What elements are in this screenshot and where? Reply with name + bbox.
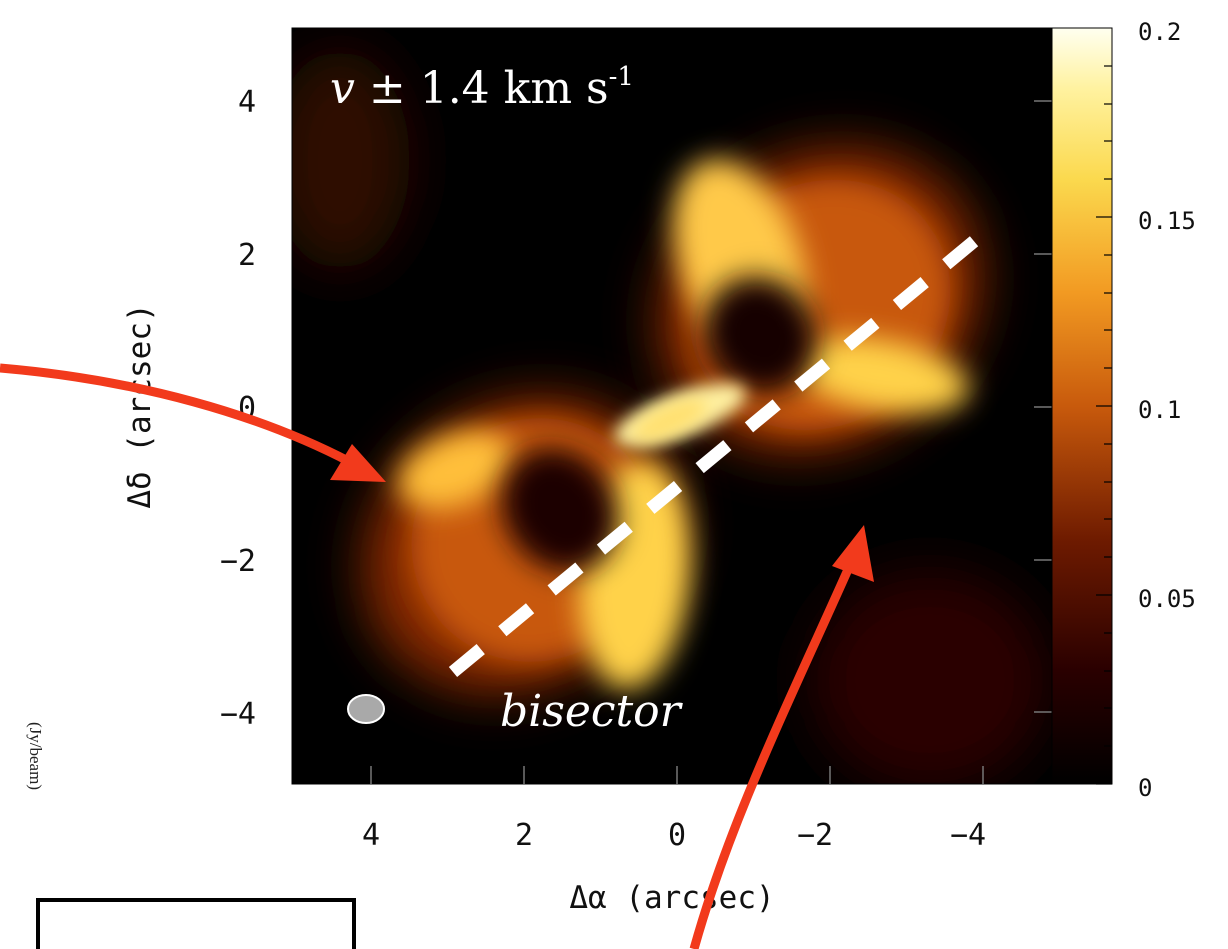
central-waist-inner <box>633 398 707 442</box>
y-tick-label: −4 <box>220 697 256 732</box>
upper-right-lobe <box>657 146 983 454</box>
map-panel: 𝑣 ± 1.4 km s-1 bisector <box>291 27 1053 785</box>
bisector-line <box>448 232 983 678</box>
x-tick-label: 4 <box>362 818 380 853</box>
colorbar-tick-label-3: 0.05 <box>1138 585 1196 613</box>
x-axis-title: Δα (arcsec) <box>569 880 774 916</box>
x-tick-label: −2 <box>797 818 833 853</box>
lower-left-lobe <box>362 396 691 694</box>
x-axis-ticks: 4 2 0 −2 −4 <box>362 818 986 853</box>
bisector-label: bisector <box>500 686 684 737</box>
x-tick-label: 0 <box>668 818 686 853</box>
colorbar: 0.2 0.15 0.1 0.05 0 <box>1051 18 1196 802</box>
arrow-right-dark-region-head <box>832 525 874 582</box>
y-axis-title: Δδ (arcsec) <box>122 303 158 508</box>
beam-ellipse <box>347 694 385 724</box>
map-ticks <box>370 100 1052 784</box>
arrow-left-lobe-head <box>330 444 386 482</box>
colorbar-tick-label-2: 0.1 <box>1138 396 1181 424</box>
arrow-right-dark-region <box>689 563 855 949</box>
y-tick-label: −2 <box>220 544 256 579</box>
colorbar-tick-label-1: 0.15 <box>1138 207 1196 235</box>
x-tick-label: 2 <box>515 818 533 853</box>
colorbar-ticks <box>1096 65 1112 785</box>
colorbar-unit-label: (Jy/beam) <box>26 722 45 790</box>
y-tick-label: 2 <box>238 238 256 273</box>
x-tick-label: −4 <box>950 818 986 853</box>
partial-box <box>36 898 356 949</box>
colorbar-tick-label-4: 0 <box>1138 774 1152 802</box>
colorbar-tick-label-0: 0.2 <box>1138 18 1181 46</box>
arrow-left-lobe <box>0 363 353 466</box>
faint-emission-bottom-right <box>810 570 1050 784</box>
y-tick-label: 4 <box>238 85 256 120</box>
faint-emission-top-left <box>292 50 410 270</box>
velocity-label: 𝑣 ± 1.4 km s-1 <box>330 62 634 114</box>
